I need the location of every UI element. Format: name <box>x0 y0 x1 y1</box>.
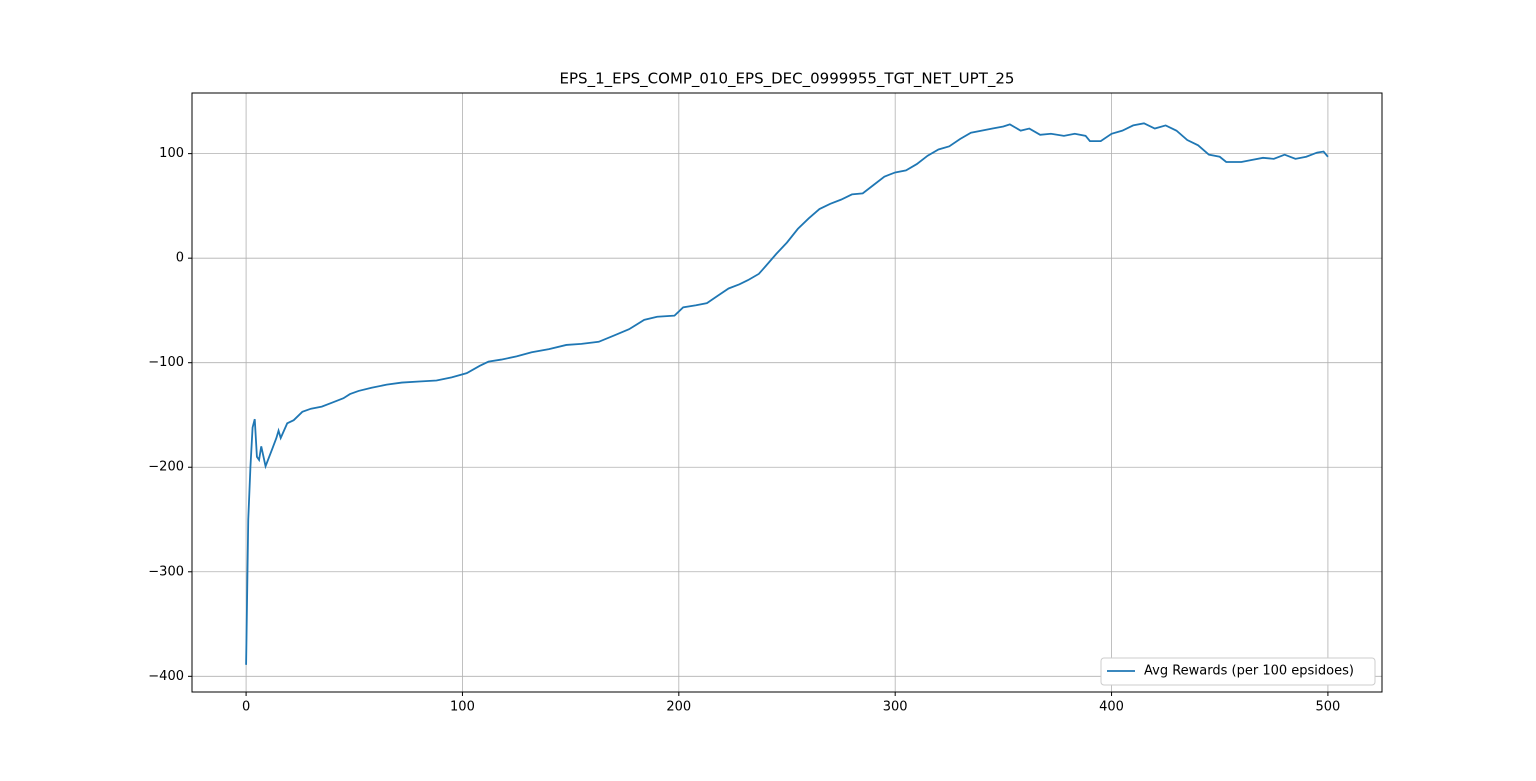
y-tick-label: −300 <box>148 564 184 579</box>
legend-label: Avg Rewards (per 100 epsidoes) <box>1144 664 1354 679</box>
x-tick-label: 0 <box>242 700 250 715</box>
plot-frame <box>191 92 1383 693</box>
x-tick-label: 200 <box>666 700 691 715</box>
x-tick-label: 500 <box>1315 700 1340 715</box>
x-tick-label: 100 <box>450 700 475 715</box>
y-tick-label: 0 <box>176 251 184 266</box>
legend-box <box>1100 657 1376 686</box>
chart-title: EPS_1_EPS_COMP_010_EPS_DEC_0999955_TGT_N… <box>560 70 1015 89</box>
x-tick-label: 400 <box>1099 700 1124 715</box>
y-tick-label: −400 <box>148 669 184 684</box>
data-line <box>245 122 1329 665</box>
x-tick-label: 300 <box>883 700 908 715</box>
y-tick-label: −200 <box>148 460 184 475</box>
y-tick-label: 100 <box>159 146 184 161</box>
y-tick-label: −100 <box>148 355 184 370</box>
